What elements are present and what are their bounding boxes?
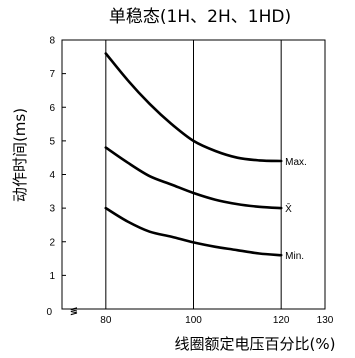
axis-break-symbol: ≶: [70, 306, 78, 317]
y-tick-label-6: 6: [49, 103, 55, 114]
series-label-mean: X̄: [285, 203, 292, 216]
y-tick-label-3: 3: [49, 204, 55, 215]
chart-title: 单稳态(1H、2H、1HD): [109, 7, 291, 27]
y-tick-label-7: 7: [49, 69, 55, 80]
series-label-min: Min.: [285, 251, 304, 262]
series-label-max: Max.: [285, 157, 307, 168]
series-line-max: [104, 52, 283, 163]
x-tick-label-80: 80: [100, 315, 112, 326]
y-tick-label-2: 2: [49, 237, 55, 248]
x-tick-label-130: 130: [317, 315, 334, 326]
series-line-mean: [104, 146, 283, 210]
axes: ≶: [61, 39, 326, 317]
origin-label: 0: [46, 307, 52, 318]
y-tick-label-1: 1: [49, 271, 55, 282]
x-tick-label-100: 100: [185, 315, 202, 326]
x-tick-label-120: 120: [273, 315, 290, 326]
series-line-min: [104, 206, 283, 257]
series-labels: Max. X̄ Min.: [285, 157, 307, 262]
series-lines: [104, 52, 283, 257]
y-tick-label-5: 5: [49, 136, 55, 147]
y-axis-title: 动作时间(ms): [11, 108, 29, 202]
y-tick-label-8: 8: [49, 36, 55, 47]
y-tick-label-4: 4: [49, 170, 55, 181]
grid: [105, 40, 282, 309]
x-axis-title: 线圈额定电压百分比(%): [175, 335, 336, 353]
